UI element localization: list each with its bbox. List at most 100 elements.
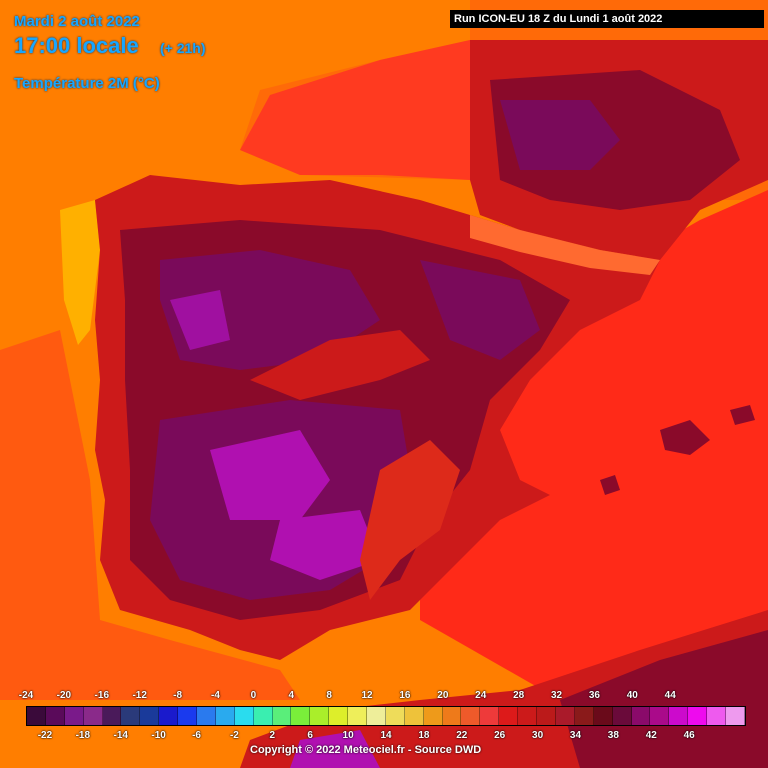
forecast-local-time: 17:00 locale [14, 33, 139, 58]
color-scale-legend: -24 -20 -16 -12 -8 -4 0 4 8 12 16 20 24 28 32 36 40 44 -2… [0, 686, 768, 768]
legend-tick-label: -20 [56, 690, 72, 701]
legend-tick-label: -8 [173, 690, 183, 701]
legend-tick-label: 42 [645, 730, 657, 741]
legend-ticks-top: -24 -20 -16 -12 -8 -4 0 4 8 12 16 20 24 28 32 36 40 44 [0, 690, 768, 704]
legend-color-cell [253, 707, 273, 725]
forecast-date: Mardi 2 août 2022 [14, 13, 140, 30]
legend-tick-label: -4 [211, 690, 220, 701]
legend-tick-label: 28 [513, 690, 525, 701]
central-system-cooler [250, 330, 430, 400]
legend-color-cell [650, 707, 670, 725]
forecast-offset: (+ 21h) [160, 40, 206, 56]
legend-color-cell [291, 707, 311, 725]
legend-tick-label: 18 [418, 730, 430, 741]
iberia-extreme-ebro [420, 260, 540, 360]
legend-color-cell [461, 707, 481, 725]
legend-tick-label: 14 [380, 730, 392, 741]
iberia-peak-3 [170, 290, 230, 350]
legend-color-cell [348, 707, 368, 725]
legend-color-cell [574, 707, 594, 725]
legend-color-bar [26, 706, 746, 726]
legend-color-cell [140, 707, 160, 725]
iberia-peak-2 [270, 510, 380, 580]
north-africa-hot [560, 630, 768, 768]
legend-tick-label: 24 [475, 690, 487, 701]
legend-color-cell [537, 707, 556, 725]
western-med-sea [420, 190, 768, 700]
legend-tick-label: 20 [437, 690, 449, 701]
legend-ticks-bottom: -22 -18 -14 -10 -6 -2 2 6 10 14 18 22 26 30 34 38 42 46 [0, 730, 768, 744]
legend-tick-label: -22 [37, 730, 53, 741]
legend-tick-label: 10 [342, 730, 354, 741]
legend-color-cell [499, 707, 519, 725]
legend-tick-label: -18 [75, 730, 91, 741]
balearic-majorca [660, 420, 710, 455]
warm-sea-north [240, 40, 470, 180]
legend-color-cell [64, 707, 84, 725]
legend-tick-label: 16 [399, 690, 411, 701]
legend-color-cell [612, 707, 632, 725]
legend-color-cell [272, 707, 292, 725]
legend-tick-label: -16 [94, 690, 110, 701]
legend-color-cell [480, 707, 500, 725]
legend-color-cell [197, 707, 216, 725]
betic-cooler [360, 440, 460, 600]
legend-color-cell [555, 707, 575, 725]
legend-color-cell [102, 707, 122, 725]
legend-tick-label: -24 [18, 690, 34, 701]
legend-color-cell [234, 707, 254, 725]
legend-tick-label: 2 [269, 730, 276, 741]
cool-coast-band [60, 200, 100, 345]
legend-tick-label: 12 [361, 690, 373, 701]
pyrenees-cooler [470, 215, 660, 275]
legend-tick-label: -12 [132, 690, 147, 701]
legend-tick-label: 0 [250, 690, 257, 701]
legend-color-cell [385, 707, 405, 725]
legend-tick-label: 46 [683, 730, 695, 741]
copyright-text: Copyright © 2022 Meteociel.fr - Source D… [250, 744, 482, 756]
balearic-minorca [730, 405, 755, 425]
legend-tick-label: 34 [569, 730, 582, 741]
france-extreme [500, 100, 620, 170]
legend-color-cell [423, 707, 443, 725]
legend-tick-label: -14 [113, 730, 128, 741]
legend-color-cell [669, 707, 689, 725]
legend-color-cell [593, 707, 613, 725]
north-africa-peak [290, 730, 380, 768]
legend-tick-label: 8 [326, 690, 332, 701]
legend-color-cell [215, 707, 235, 725]
iberia-peak-1 [210, 430, 330, 520]
legend-color-cell [367, 707, 386, 725]
legend-tick-label: -6 [192, 730, 201, 741]
atlantic-coastal [0, 330, 300, 700]
legend-color-cell [404, 707, 424, 725]
legend-color-cell [178, 707, 198, 725]
legend-tick-label: 4 [288, 690, 295, 701]
legend-tick-label: 36 [588, 690, 600, 701]
legend-color-cell [707, 707, 726, 725]
legend-color-cell [518, 707, 538, 725]
legend-tick-label: 38 [607, 730, 619, 741]
legend-color-cell [121, 707, 141, 725]
legend-tick-label: 44 [664, 690, 676, 701]
legend-tick-label: -10 [151, 730, 166, 741]
legend-color-cell [442, 707, 462, 725]
legend-tick-label: 40 [626, 690, 638, 701]
legend-color-cell [45, 707, 65, 725]
legend-color-cell [725, 707, 745, 725]
legend-tick-label: 30 [532, 730, 544, 741]
model-run-banner: Run ICON-EU 18 Z du Lundi 1 août 2022 [450, 10, 764, 28]
legend-color-cell [310, 707, 330, 725]
legend-color-cell [329, 707, 349, 725]
legend-tick-label: -2 [229, 730, 239, 741]
balearic-ibiza [600, 475, 620, 495]
parameter-title: Température 2M (°C) [14, 75, 160, 92]
legend-color-cell [83, 707, 103, 725]
legend-color-cell [27, 707, 46, 725]
legend-color-cell [159, 707, 179, 725]
legend-color-cell [631, 707, 651, 725]
legend-tick-label: 6 [307, 730, 313, 741]
legend-tick-label: 26 [494, 730, 506, 741]
legend-tick-label: 22 [456, 730, 468, 741]
